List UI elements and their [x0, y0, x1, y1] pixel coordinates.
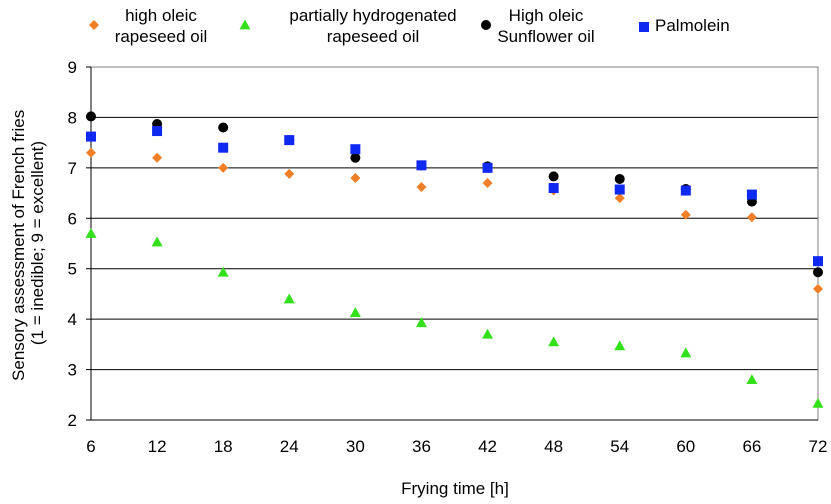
series-3-points: [86, 111, 823, 278]
y-axis-ticks: 2 3 4 5 6 7 8 9: [68, 58, 91, 430]
data-point: [218, 122, 229, 133]
data-point: [284, 135, 295, 146]
data-point: [218, 162, 229, 173]
data-markers: [85, 111, 824, 408]
x-tick-label: 66: [742, 437, 761, 456]
legend-marker: [239, 19, 251, 30]
data-point: [350, 144, 361, 155]
y-tick-label: 7: [68, 159, 77, 178]
data-point: [614, 184, 625, 195]
data-point: [85, 227, 97, 238]
data-point: [284, 168, 295, 179]
y-tick-label: 4: [68, 310, 77, 329]
data-point: [416, 182, 427, 193]
y-tick-label: 2: [68, 411, 77, 430]
data-point: [812, 397, 824, 408]
data-point: [152, 126, 163, 137]
data-point: [813, 283, 823, 294]
legend-item: partially hydrogenated rapeseed oil: [239, 6, 457, 46]
legend-label: High oleic Sunflower oil: [497, 6, 594, 46]
data-point: [482, 328, 494, 339]
data-point: [614, 173, 625, 184]
x-tick-label: 12: [148, 437, 167, 456]
legend: high oleic rapeseed oil partially hydrogen…: [89, 6, 730, 46]
legend-marker: [89, 20, 99, 30]
legend-label: high oleic rapeseed oil: [115, 6, 208, 46]
legend-marker: [481, 20, 491, 30]
series-4-points: [86, 126, 823, 267]
x-tick-label: 36: [412, 437, 431, 456]
x-tick-label: 24: [280, 437, 299, 456]
x-axis-label: Frying time [h]: [401, 479, 509, 498]
y-tick-label: 5: [68, 260, 77, 279]
legend-item: High oleic Sunflower oil: [481, 6, 595, 46]
data-point: [217, 266, 229, 277]
y-axis-label-line-2: (1 = inedible; 9 = excellent): [28, 141, 47, 345]
data-point: [86, 131, 96, 142]
data-point: [614, 193, 625, 204]
data-point: [350, 152, 361, 163]
x-tick-label: 54: [610, 437, 629, 456]
data-point: [482, 162, 493, 173]
data-point: [680, 209, 691, 220]
data-point: [614, 340, 626, 351]
y-tick-label: 9: [68, 58, 77, 77]
legend-marker: [639, 22, 649, 32]
data-point: [548, 183, 559, 194]
data-point: [350, 172, 361, 183]
data-point: [86, 111, 96, 122]
data-point: [218, 142, 229, 153]
data-point: [152, 152, 163, 163]
plot-border: [90, 66, 819, 421]
data-point: [283, 293, 295, 304]
data-point: [813, 256, 823, 267]
x-tick-label: 30: [346, 437, 365, 456]
data-point: [746, 189, 757, 200]
x-tick-label: 6: [86, 437, 95, 456]
data-point: [86, 147, 96, 158]
y-axis-label: Sensory assessment of French fries (1 = …: [9, 105, 47, 381]
legend-item: Palmolein: [639, 16, 730, 35]
x-tick-label: 60: [676, 437, 695, 456]
series-1-points: [86, 147, 823, 294]
data-point: [349, 307, 361, 317]
y-axis-label-line-1: Sensory assessment of French fries: [9, 110, 28, 381]
data-point: [415, 317, 427, 328]
legend-label: partially hydrogenated rapeseed oil: [289, 6, 456, 46]
data-point: [482, 177, 493, 188]
data-point: [548, 336, 560, 347]
y-tick-label: 6: [68, 209, 77, 228]
data-point: [548, 171, 559, 182]
data-point: [680, 347, 692, 358]
legend-label: Palmolein: [655, 16, 730, 35]
data-point: [746, 212, 757, 223]
data-point: [746, 374, 758, 385]
data-point: [680, 185, 691, 196]
legend-item: high oleic rapeseed oil: [89, 6, 207, 46]
x-tick-label: 18: [214, 437, 233, 456]
x-tick-label: 48: [544, 437, 563, 456]
y-tick-label: 8: [68, 108, 77, 127]
gridlines: [91, 116, 818, 371]
x-tick-label: 42: [478, 437, 497, 456]
x-axis-ticks: 6 12 18 24 30 36 42 48 54 60 66 72: [86, 437, 827, 456]
y-tick-label: 3: [68, 361, 77, 380]
data-point: [416, 160, 427, 171]
data-point: [813, 267, 823, 278]
series-2-points: [85, 227, 824, 408]
x-tick-label: 72: [809, 437, 828, 456]
plot-area: [90, 66, 819, 421]
data-point: [151, 236, 163, 247]
